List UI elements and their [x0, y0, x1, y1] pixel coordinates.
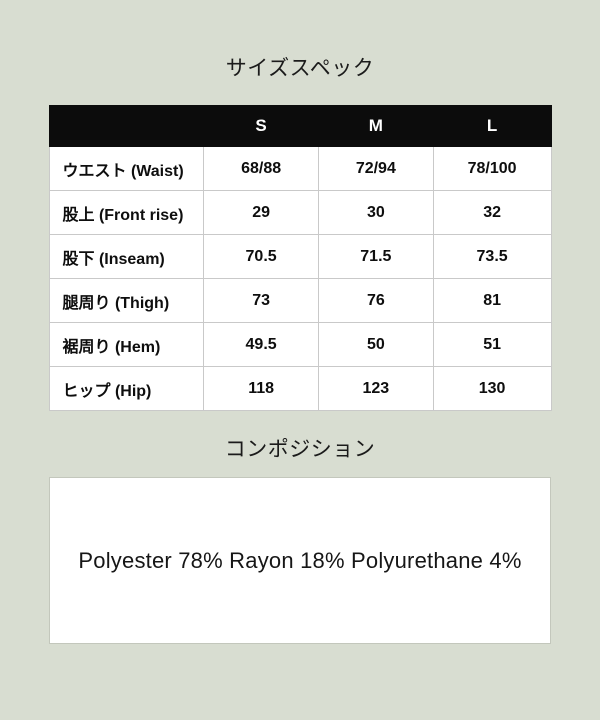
composition-title: コンポジション — [224, 438, 376, 461]
header-empty-cell — [48, 105, 205, 147]
header-size-s: S — [203, 105, 319, 147]
table-row-inseam: 股下 (Inseam) 70.5 71.5 73.5 — [48, 234, 552, 279]
row-label: 腿周り (Thigh) — [48, 278, 205, 323]
cell-value: 30 — [317, 190, 434, 235]
cell-value: 51 — [432, 322, 552, 367]
cell-value: 49.5 — [203, 322, 319, 367]
cell-value: 71.5 — [317, 234, 434, 279]
row-label: ヒップ (Hip) — [48, 366, 205, 411]
cell-value: 76 — [317, 278, 434, 323]
composition-box: Polyester 78% Rayon 18% Polyurethane 4% — [49, 477, 551, 644]
row-label: 裾周り (Hem) — [48, 322, 205, 367]
size-spec-table: S M L ウエスト (Waist) 68/88 72/94 78/100 股上… — [48, 105, 552, 411]
header-size-m: M — [317, 105, 434, 147]
composition-text: Polyester 78% Rayon 18% Polyurethane 4% — [78, 547, 522, 573]
table-row-hem: 裾周り (Hem) 49.5 50 51 — [48, 322, 552, 367]
cell-value: 78/100 — [432, 146, 552, 191]
cell-value: 73.5 — [432, 234, 552, 279]
cell-value: 70.5 — [203, 234, 319, 279]
cell-value: 32 — [432, 190, 552, 235]
table-row-waist: ウエスト (Waist) 68/88 72/94 78/100 — [48, 146, 552, 191]
cell-value: 73 — [203, 278, 319, 323]
table-row-thigh: 腿周り (Thigh) 73 76 81 — [48, 278, 552, 323]
header-size-l: L — [432, 105, 552, 147]
cell-value: 50 — [317, 322, 434, 367]
cell-value: 118 — [203, 366, 319, 411]
cell-value: 68/88 — [203, 146, 319, 191]
table-header-row: S M L — [48, 105, 552, 147]
cell-value: 81 — [432, 278, 552, 323]
cell-value: 123 — [317, 366, 434, 411]
cell-value: 72/94 — [317, 146, 434, 191]
cell-value: 130 — [432, 366, 552, 411]
row-label: 股下 (Inseam) — [48, 234, 205, 279]
size-spec-title: サイズスペック — [225, 57, 375, 80]
row-label: ウエスト (Waist) — [48, 146, 205, 191]
cell-value: 29 — [203, 190, 319, 235]
row-label: 股上 (Front rise) — [48, 190, 205, 235]
table-row-hip: ヒップ (Hip) 118 123 130 — [48, 366, 552, 411]
table-row-front-rise: 股上 (Front rise) 29 30 32 — [48, 190, 552, 235]
